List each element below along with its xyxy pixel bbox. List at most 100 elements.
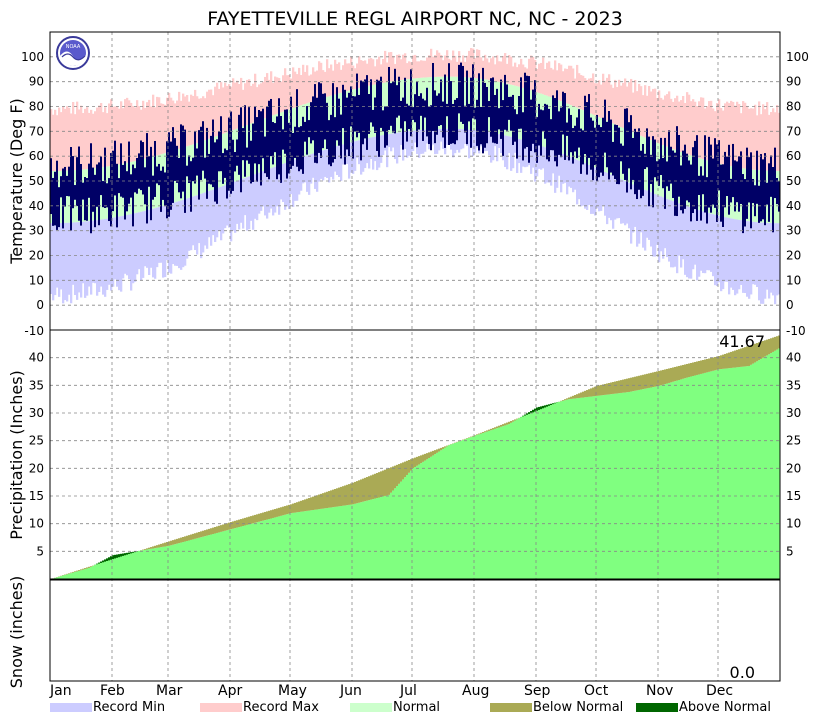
record-min-bar	[320, 150, 323, 179]
observed-temp-bar	[520, 77, 522, 129]
observed-precip-bar	[536, 407, 539, 579]
record-max-bar	[704, 108, 707, 160]
precip-tick-left: 15	[29, 489, 44, 503]
snow-frame	[49, 579, 781, 682]
observed-precip-bar	[668, 382, 671, 579]
record-min-bar	[290, 161, 293, 195]
below-normal-bar	[444, 446, 447, 448]
below-normal-bar	[348, 484, 351, 505]
record-min-bar	[724, 217, 727, 282]
observed-temp-bar	[694, 140, 696, 210]
record-max-bar	[396, 54, 399, 81]
below-normal-bar	[248, 516, 251, 525]
below-normal-bar	[778, 335, 781, 349]
below-normal-bar	[710, 358, 713, 372]
observed-precip-bar	[546, 404, 549, 579]
below-normal-bar	[234, 520, 237, 529]
record-min-bar	[166, 204, 169, 261]
observed-temp-bar	[220, 116, 222, 172]
month-label: Feb	[100, 683, 125, 699]
below-normal-bar	[736, 349, 739, 368]
record-min-bar	[326, 149, 329, 178]
observed-precip-bar	[74, 572, 77, 579]
observed-temp-bar	[282, 129, 284, 150]
record-min-bar	[296, 158, 299, 201]
observed-temp-bar	[730, 178, 732, 203]
record-max-bar	[170, 97, 173, 152]
observed-precip-bar	[394, 488, 397, 579]
below-normal-bar	[480, 432, 483, 434]
legend-label: Record Min	[93, 700, 165, 715]
above-normal-bar	[102, 560, 105, 563]
record-max-bar	[640, 86, 643, 136]
record-max-bar	[718, 99, 721, 164]
observed-temp-bar	[264, 136, 266, 174]
record-min-bar	[98, 219, 101, 292]
below-normal-bar	[594, 386, 597, 397]
record-max-bar	[612, 87, 615, 124]
below-normal-bar	[262, 512, 265, 521]
observed-temp-bar	[462, 65, 464, 124]
observed-precip-bar	[372, 499, 375, 579]
observed-precip-bar	[236, 527, 239, 579]
record-min-bar	[110, 218, 113, 291]
below-normal-bar	[208, 528, 211, 536]
below-normal-bar	[420, 455, 423, 464]
record-max-bar	[538, 63, 541, 93]
observed-temp-bar	[670, 146, 672, 184]
observed-temp-bar	[456, 98, 458, 141]
record-min-bar	[322, 150, 325, 181]
record-max-bar	[194, 89, 197, 144]
below-normal-bar	[252, 515, 255, 524]
observed-precip-bar	[640, 389, 643, 579]
record-min-bar	[646, 190, 649, 238]
record-max-bar	[200, 98, 203, 142]
record-min-bar	[288, 161, 291, 210]
below-normal-bar	[356, 481, 359, 504]
record-max-bar	[316, 70, 319, 101]
below-normal-bar	[276, 508, 279, 517]
record-min-bar	[250, 175, 253, 221]
temp-tick-left: 90	[29, 75, 44, 89]
record-max-bar	[84, 108, 87, 170]
record-max-bar	[324, 71, 327, 98]
record-max-bar	[498, 61, 501, 82]
record-min-bar	[350, 142, 353, 173]
below-normal-bar	[162, 543, 165, 547]
record-max-bar	[112, 106, 115, 166]
record-min-bar	[690, 207, 693, 279]
observed-temp-bar	[444, 74, 446, 148]
record-min-bar	[136, 212, 139, 275]
record-min-bar	[156, 207, 159, 268]
record-min-bar	[604, 172, 607, 216]
observed-temp-bar	[514, 109, 516, 142]
above-normal-bar	[530, 411, 533, 414]
below-normal-bar	[338, 487, 341, 507]
temp-tick-left: 10	[29, 273, 44, 287]
observed-temp-bar	[564, 93, 566, 160]
record-max-bar	[622, 82, 625, 128]
observed-precip-bar	[332, 507, 335, 579]
record-min-bar	[570, 157, 573, 188]
below-normal-bar	[386, 468, 389, 496]
below-normal-bar	[368, 476, 371, 501]
record-min-bar	[382, 135, 385, 156]
record-max-bar	[306, 65, 309, 104]
observed-precip-bar	[492, 429, 495, 579]
record-max-bar	[338, 62, 341, 94]
observed-precip-bar	[108, 557, 111, 579]
observed-temp-bar	[314, 84, 316, 163]
below-normal-bar	[580, 392, 583, 398]
record-max-bar	[676, 95, 679, 151]
observed-temp-bar	[746, 147, 748, 219]
temp-tick-right: 70	[786, 124, 801, 138]
record-max-bar	[188, 101, 191, 146]
below-normal-bar	[486, 430, 489, 432]
above-normal-bar	[548, 404, 551, 406]
observed-precip-bar	[434, 454, 437, 579]
record-max-bar	[674, 98, 677, 150]
record-max-bar	[512, 66, 515, 86]
below-normal-bar	[196, 532, 199, 539]
record-max-bar	[68, 107, 71, 171]
observed-precip-bar	[328, 507, 331, 579]
